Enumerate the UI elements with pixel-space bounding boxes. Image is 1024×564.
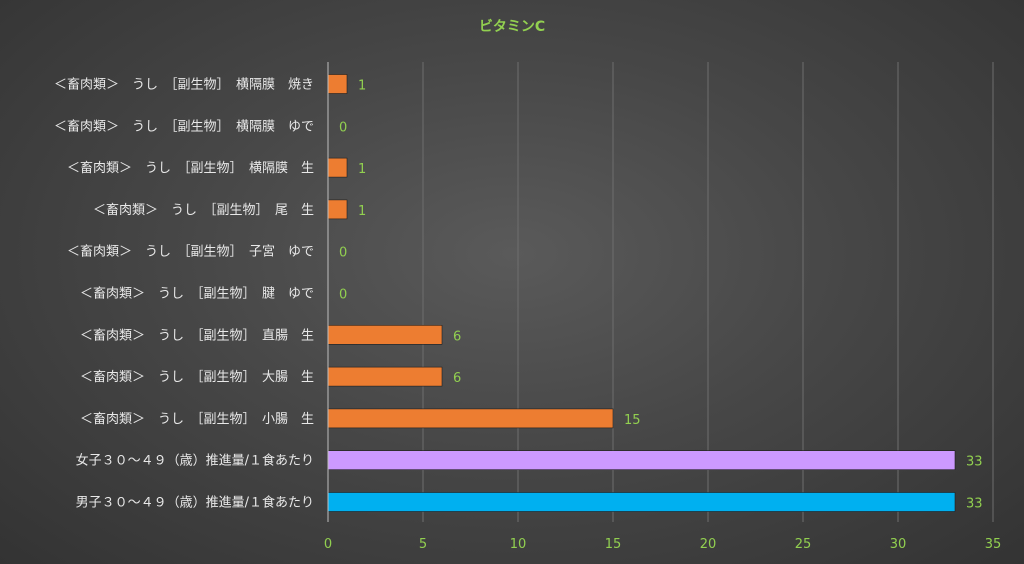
x-tick-label: 10	[510, 537, 527, 552]
x-tick-label: 35	[985, 537, 1002, 552]
data-label: 6	[453, 371, 461, 386]
bars	[327, 74, 956, 512]
data-label: 1	[358, 204, 366, 219]
category-label: ＜畜肉類＞ うし ［副生物］ 子宮 ゆで	[67, 244, 314, 260]
category-label: ＜畜肉類＞ うし ［副生物］ 横隔膜 焼き	[54, 77, 314, 93]
data-label: 33	[966, 455, 983, 470]
bar	[327, 450, 956, 471]
data-label: 1	[358, 79, 366, 94]
category-label: ＜畜肉類＞ うし ［副生物］ 直腸 生	[80, 327, 314, 343]
data-label: 33	[966, 497, 983, 512]
bar	[327, 157, 348, 178]
category-label: ＜畜肉類＞ うし ［副生物］ 横隔膜 ゆで	[54, 118, 314, 134]
bar	[327, 366, 443, 387]
category-label: 女子３０～４９（歳）推進量/１食あたり	[76, 453, 314, 469]
category-label: ＜畜肉類＞ うし ［副生物］ 大腸 生	[80, 369, 314, 385]
bar	[327, 74, 348, 94]
category-label: ＜畜肉類＞ うし ［副生物］ 小腸 生	[80, 411, 314, 427]
x-tick-label: 20	[700, 537, 717, 552]
bar	[327, 492, 956, 512]
x-axis-tick-labels: 0 5 10 15 20 25 30 35	[324, 537, 1001, 552]
x-tick-label: 5	[419, 537, 427, 552]
data-label: 0	[339, 288, 347, 303]
data-label: 1	[358, 162, 366, 177]
x-tick-label: 0	[324, 537, 332, 552]
category-label: ＜畜肉類＞ うし ［副生物］ 尾 生	[93, 202, 314, 218]
data-label: 15	[624, 413, 641, 428]
data-label: 6	[453, 329, 461, 344]
bar	[327, 199, 348, 220]
x-tick-label: 30	[890, 537, 907, 552]
category-label: ＜畜肉類＞ うし ［副生物］ 腱 ゆで	[80, 286, 314, 302]
x-tick-label: 25	[795, 537, 812, 552]
chart-title: ビタミンC	[479, 19, 545, 35]
bar	[327, 408, 614, 429]
bar	[327, 324, 443, 345]
data-labels: 1 0 1 1 0 0 6 6 15 33 33	[339, 79, 983, 512]
category-label: 男子３０～４９（歳）推進量/１食あたり	[76, 495, 314, 511]
category-label: ＜畜肉類＞ うし ［副生物］ 横隔膜 生	[67, 160, 314, 176]
gridlines	[422, 62, 994, 522]
data-label: 0	[339, 246, 347, 261]
data-label: 0	[339, 120, 347, 135]
category-labels: ＜畜肉類＞ うし ［副生物］ 横隔膜 焼き ＜畜肉類＞ うし ［副生物］ 横隔膜 …	[54, 77, 314, 511]
x-tick-label: 15	[605, 537, 622, 552]
